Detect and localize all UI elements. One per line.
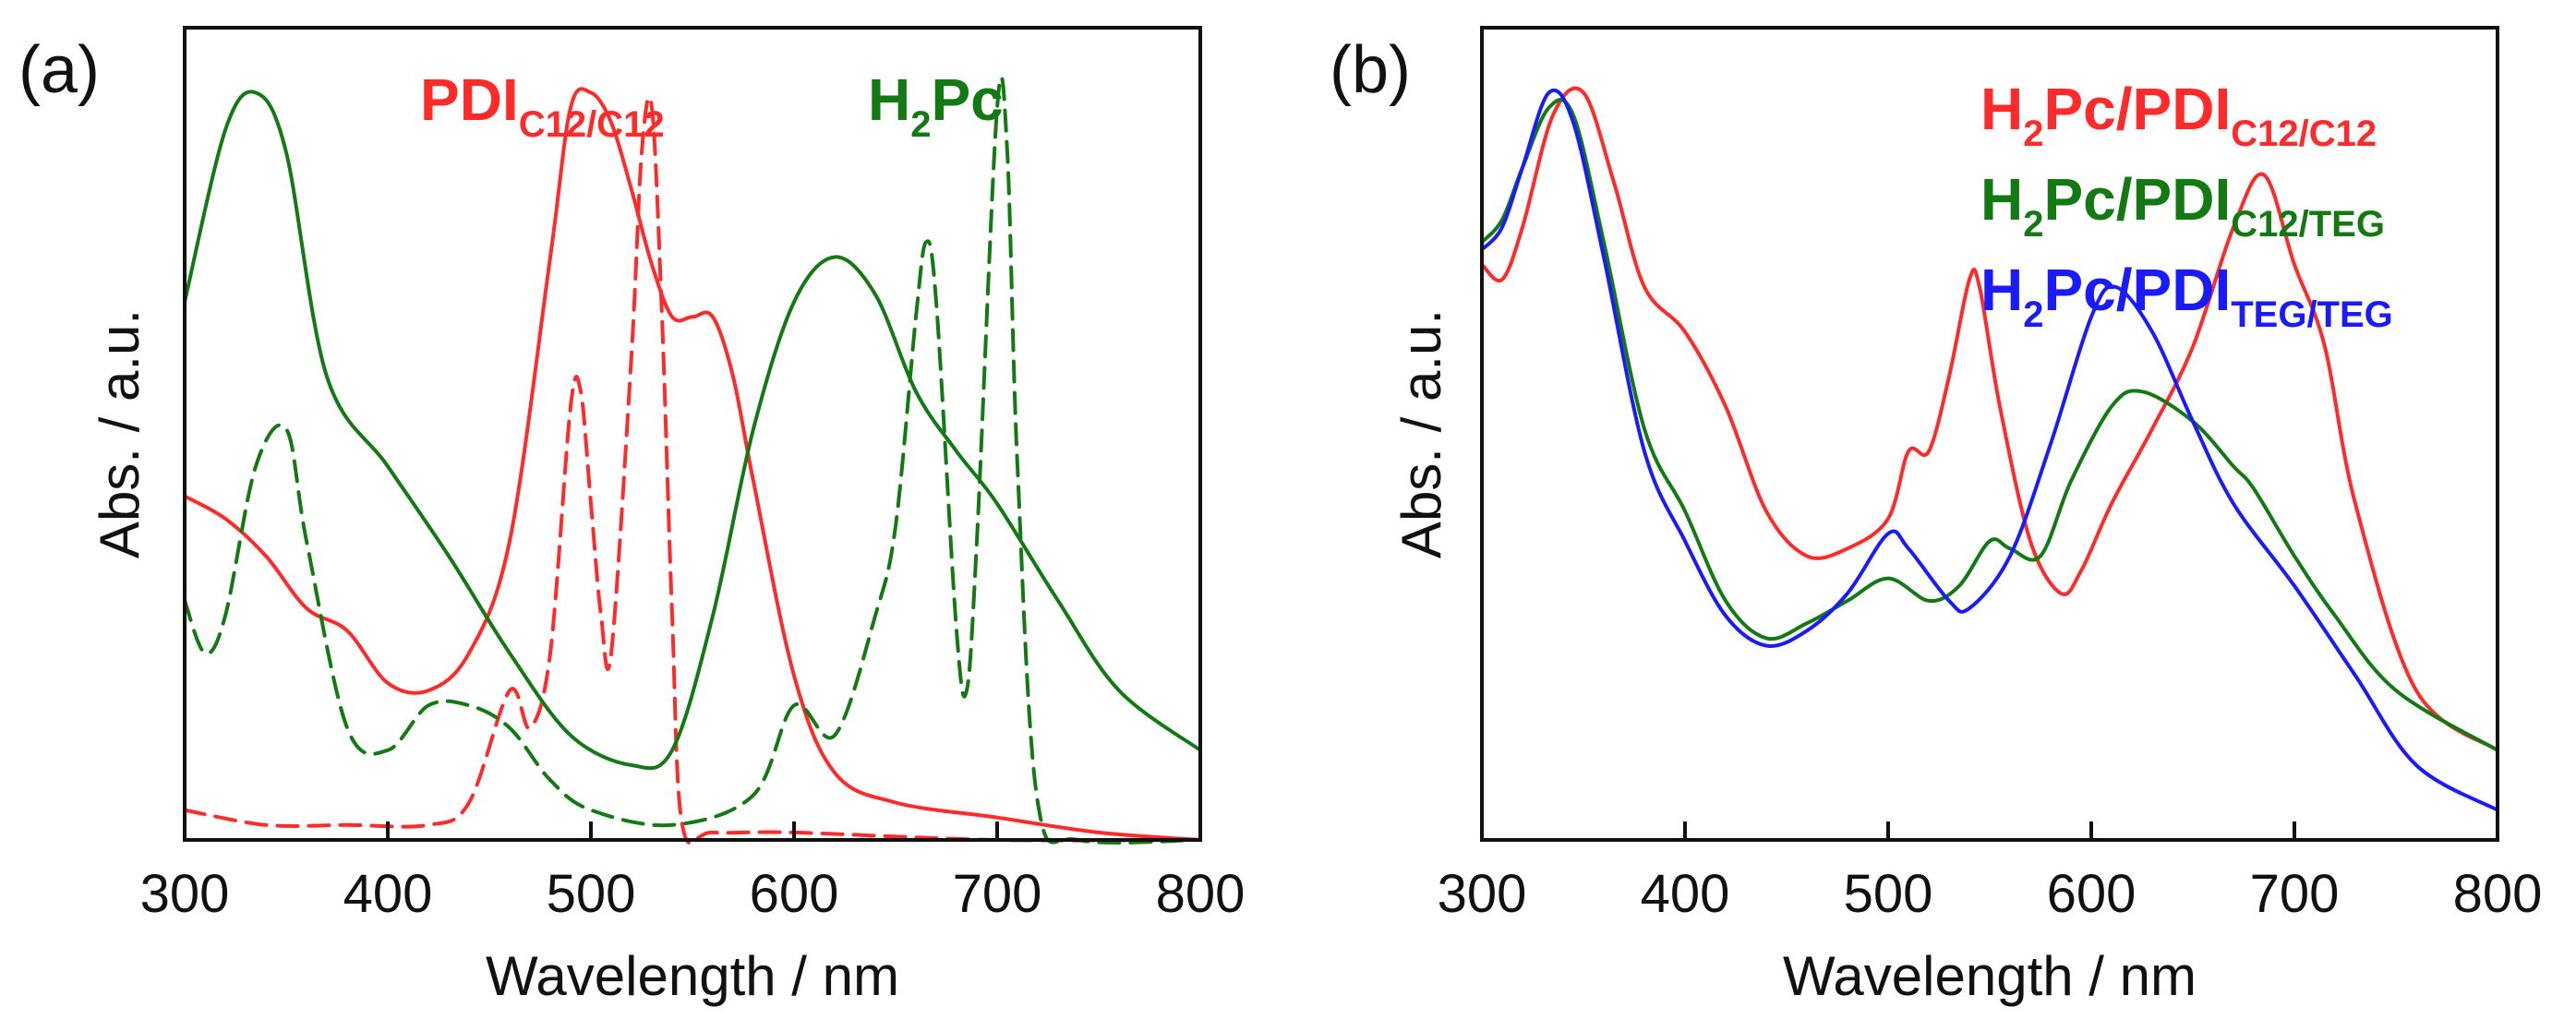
y-axis-label: Abs. / a.u.	[1390, 309, 1452, 558]
x-axis-label: Wavelength / nm	[486, 945, 899, 1007]
x-tick-label: 600	[750, 864, 839, 924]
legend-entry-1: H2Pc/PDIC12/TEG	[1980, 166, 2385, 245]
x-axis-label: Wavelength / nm	[1783, 945, 2197, 1007]
x-tick-label: 500	[547, 864, 636, 924]
x-tick-label: 800	[1156, 864, 1246, 924]
x-tick-label: 600	[2047, 864, 2137, 924]
x-tick-label: 300	[1438, 864, 1527, 924]
x-tick-label: 700	[2250, 864, 2340, 924]
series-line-1-1	[1480, 98, 2499, 752]
panel-label: (a)	[18, 33, 100, 107]
series-line-0-3	[183, 75, 1202, 845]
series-line-1-2	[1480, 88, 2499, 812]
x-tick-label: 500	[1844, 864, 1933, 924]
x-tick-label: 400	[1641, 864, 1730, 924]
series-line-0-0	[183, 87, 1202, 842]
panel-b: 300 400 500 600 700 800 Wavelength / nm Abs. / …	[1330, 26, 2543, 1007]
panel-a: 300 400 500 600 700 800 Wavelength / nm Abs. / …	[18, 26, 1246, 1007]
y-axis-label: Abs. / a.u.	[89, 309, 150, 558]
legend-entry-1: H2Pc	[868, 66, 1004, 145]
legend-entry-0: H2Pc/PDIC12/C12	[1980, 76, 2377, 154]
x-tick-label: 800	[2453, 864, 2543, 924]
legend-entry-0: PDIC12/C12	[420, 66, 665, 145]
series-line-1-0	[1480, 86, 2499, 752]
x-tick-label: 700	[953, 864, 1042, 924]
legend-entry-2: H2Pc/PDITEG/TEG	[1980, 257, 2393, 335]
series-line-0-1	[183, 95, 1202, 845]
plot-frame	[183, 26, 1202, 842]
series-line-0-2	[183, 90, 1202, 771]
x-tick-label: 300	[140, 864, 230, 924]
plot-frame	[1480, 26, 2499, 842]
x-tick-label: 400	[343, 864, 433, 924]
panel-label: (b)	[1330, 33, 1411, 107]
